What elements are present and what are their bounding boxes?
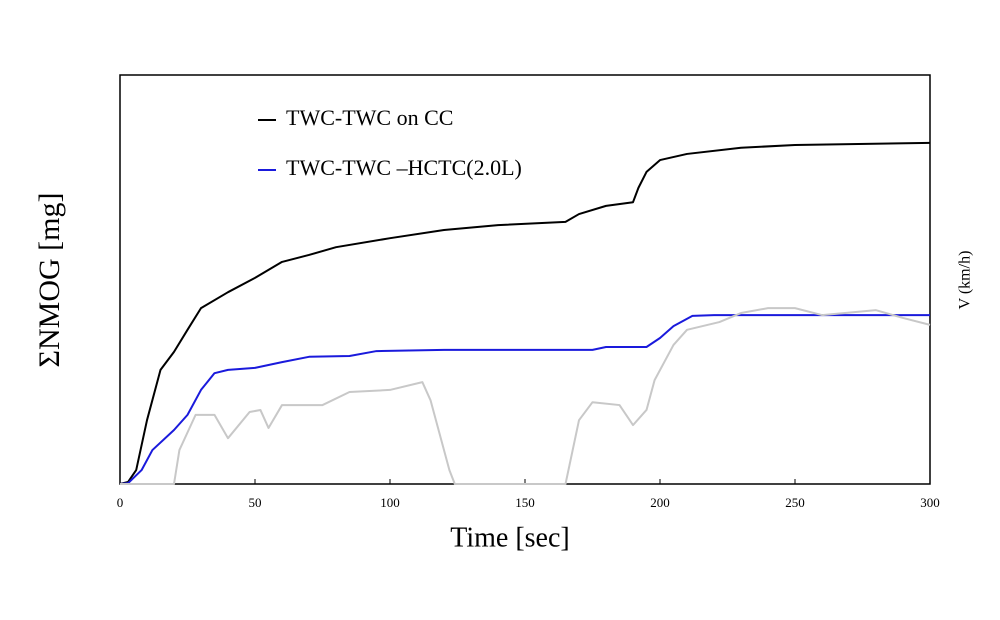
x-tick-label: 250 [785,495,805,510]
series-line [119,314,930,485]
x-tick-label: 150 [515,495,535,510]
series-line [119,141,931,485]
x-tick-label: 100 [380,495,400,510]
y-axis-label: ΣNMOG [mg] [33,193,66,368]
legend-label: TWC-TWC –HCTC(2.0L) [286,155,522,180]
y2-axis-label: V (km/h) [957,251,974,310]
legend-label: TWC-TWC on CC [286,105,453,130]
x-tick-label: 0 [117,495,124,510]
x-axis-label: Time [sec] [450,522,570,553]
series-line [120,307,931,485]
x-tick-label: 50 [249,495,262,510]
x-tick-label: 200 [650,495,670,510]
x-tick-label: 300 [920,495,940,510]
